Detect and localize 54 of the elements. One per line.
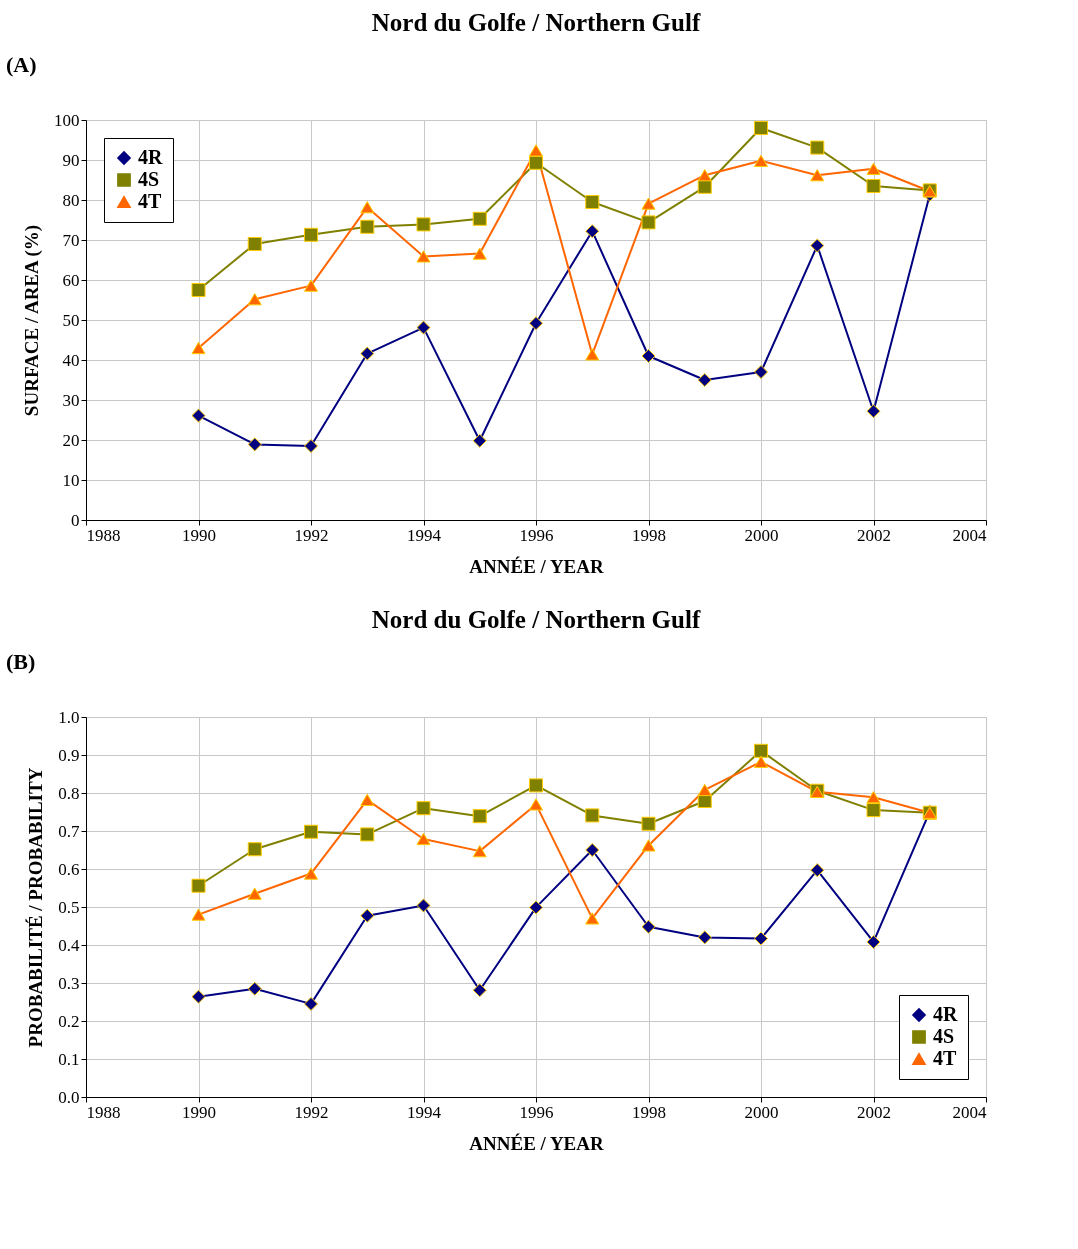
y-tick-label: 70 xyxy=(62,230,80,250)
y-tick-label: 0.1 xyxy=(58,1049,80,1069)
x-tick-label: 2000 xyxy=(744,1102,779,1122)
x-tick-label: 1992 xyxy=(294,525,329,545)
x-axis-title: ANNÉE / YEAR xyxy=(469,555,604,577)
x-tick-label: 2002 xyxy=(857,525,891,545)
y-tick-label: 0.5 xyxy=(58,897,80,917)
y-tick-label: 40 xyxy=(62,350,80,370)
y-axis-title: SURFACE / AREA (%) xyxy=(21,224,43,417)
y-tick-label: 0.6 xyxy=(58,859,80,879)
y-tick-label: 90 xyxy=(62,150,80,170)
y-tick-label: 60 xyxy=(62,270,80,290)
y-tick-label: 0.9 xyxy=(58,745,80,765)
text: (B) xyxy=(6,649,36,674)
y-tick-label: 80 xyxy=(62,190,80,210)
y-tick-label: 0.0 xyxy=(58,1087,80,1107)
x-tick-label: 2000 xyxy=(744,525,779,545)
legend-label: 4T xyxy=(933,1047,957,1069)
x-tick-label: 2004 xyxy=(952,1102,987,1122)
legend-label: 4R xyxy=(138,146,163,168)
x-tick-label: 1994 xyxy=(407,1102,442,1122)
y-tick-label: 20 xyxy=(62,430,80,450)
y-tick-label: 0 xyxy=(71,510,80,530)
legend-label: 4S xyxy=(933,1025,955,1047)
y-tick-label: 0.3 xyxy=(58,973,80,993)
y-tick-label: 0.8 xyxy=(58,783,80,803)
x-tick-label: 2002 xyxy=(857,1102,891,1122)
y-tick-label: 100 xyxy=(54,110,80,130)
y-tick-label: 50 xyxy=(62,310,80,330)
y-tick-label: 30 xyxy=(62,390,80,410)
text: (A) xyxy=(6,52,37,77)
x-tick-label: 1990 xyxy=(182,1102,216,1122)
y-axis-title: PROBABILITÉ / PROBABILITY xyxy=(25,767,47,1048)
x-tick-label: 2004 xyxy=(952,525,987,545)
x-tick-label: 1998 xyxy=(632,1102,666,1122)
x-axis-title: ANNÉE / YEAR xyxy=(469,1132,604,1154)
x-tick-label: 1990 xyxy=(182,525,216,545)
y-tick-label: 10 xyxy=(62,470,80,490)
x-tick-label: 1988 xyxy=(86,1102,121,1122)
y-tick-label: 0.2 xyxy=(58,1011,80,1031)
y-tick-label: 1.0 xyxy=(58,707,80,727)
legend-label: 4T xyxy=(138,190,162,212)
legend-label: 4S xyxy=(138,168,160,190)
x-tick-label: 1988 xyxy=(86,525,121,545)
chart-title: Nord du Golfe / Northern Gulf xyxy=(371,606,701,633)
x-tick-label: 1994 xyxy=(407,525,442,545)
legend-label: 4R xyxy=(933,1003,958,1025)
chart-title: Nord du Golfe / Northern Gulf xyxy=(371,9,701,36)
y-tick-label: 0.7 xyxy=(58,821,80,841)
x-tick-label: 1992 xyxy=(294,1102,329,1122)
x-tick-label: 1996 xyxy=(519,1102,554,1122)
y-tick-label: 0.4 xyxy=(58,935,80,955)
x-tick-label: 1996 xyxy=(519,525,554,545)
x-tick-label: 1998 xyxy=(632,525,666,545)
